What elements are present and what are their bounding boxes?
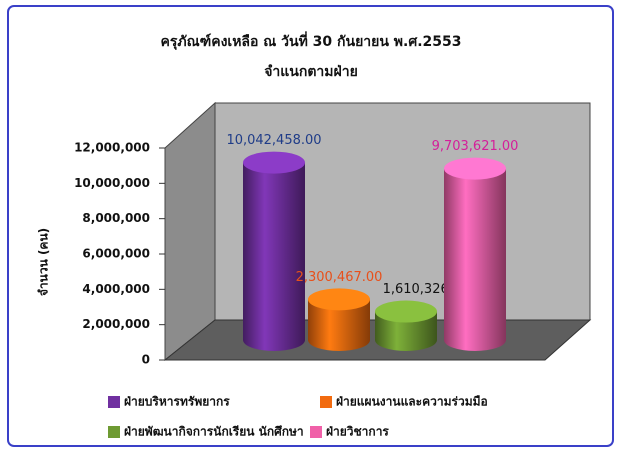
legend-label: ฝ่ายบริหารทรัพยากร xyxy=(124,395,230,409)
y-tick-label: 2,000,000 xyxy=(82,317,150,331)
y-tick-label: 10,000,000 xyxy=(74,176,150,190)
y-tick-label: 0 xyxy=(142,353,150,367)
y-tick-label: 4,000,000 xyxy=(82,282,150,296)
cylinder xyxy=(444,168,506,351)
cylinder-top xyxy=(375,300,437,323)
chart-subtitle: จำแนกตามฝ่าย xyxy=(264,64,358,80)
y-tick-label: 6,000,000 xyxy=(82,247,150,261)
cylinder-top xyxy=(444,157,506,180)
chart-title: ครุภัณฑ์คงเหลือ ณ วันที่ 30 กันยายน พ.ศ.… xyxy=(160,31,461,50)
y-tick-label: 12,000,000 xyxy=(74,141,150,155)
cylinder xyxy=(243,162,305,351)
legend-swatch xyxy=(108,396,120,408)
data-label: 10,042,458.00 xyxy=(226,133,321,148)
legend-label: ฝ่ายพัฒนากิจการนักเรียน นักศึกษา xyxy=(124,425,304,439)
y-tick-label: 8,000,000 xyxy=(82,211,150,225)
y-axis-label: จำนวน (คน) xyxy=(37,228,51,296)
side-wall xyxy=(164,101,216,362)
data-label: 2,300,467.00 xyxy=(296,270,383,285)
legend-swatch xyxy=(320,396,332,408)
cylinder-top xyxy=(308,288,370,311)
cylinder xyxy=(375,311,437,351)
legend-label: ฝ่ายวิชาการ xyxy=(326,425,389,439)
legend-swatch xyxy=(310,426,322,438)
cylinder xyxy=(308,299,370,351)
cylinder-top xyxy=(243,151,305,174)
data-label: 9,703,621.00 xyxy=(432,139,519,154)
legend-label: ฝ่ายแผนงานและความร่วมมือ xyxy=(336,395,488,409)
legend-swatch xyxy=(108,426,120,438)
